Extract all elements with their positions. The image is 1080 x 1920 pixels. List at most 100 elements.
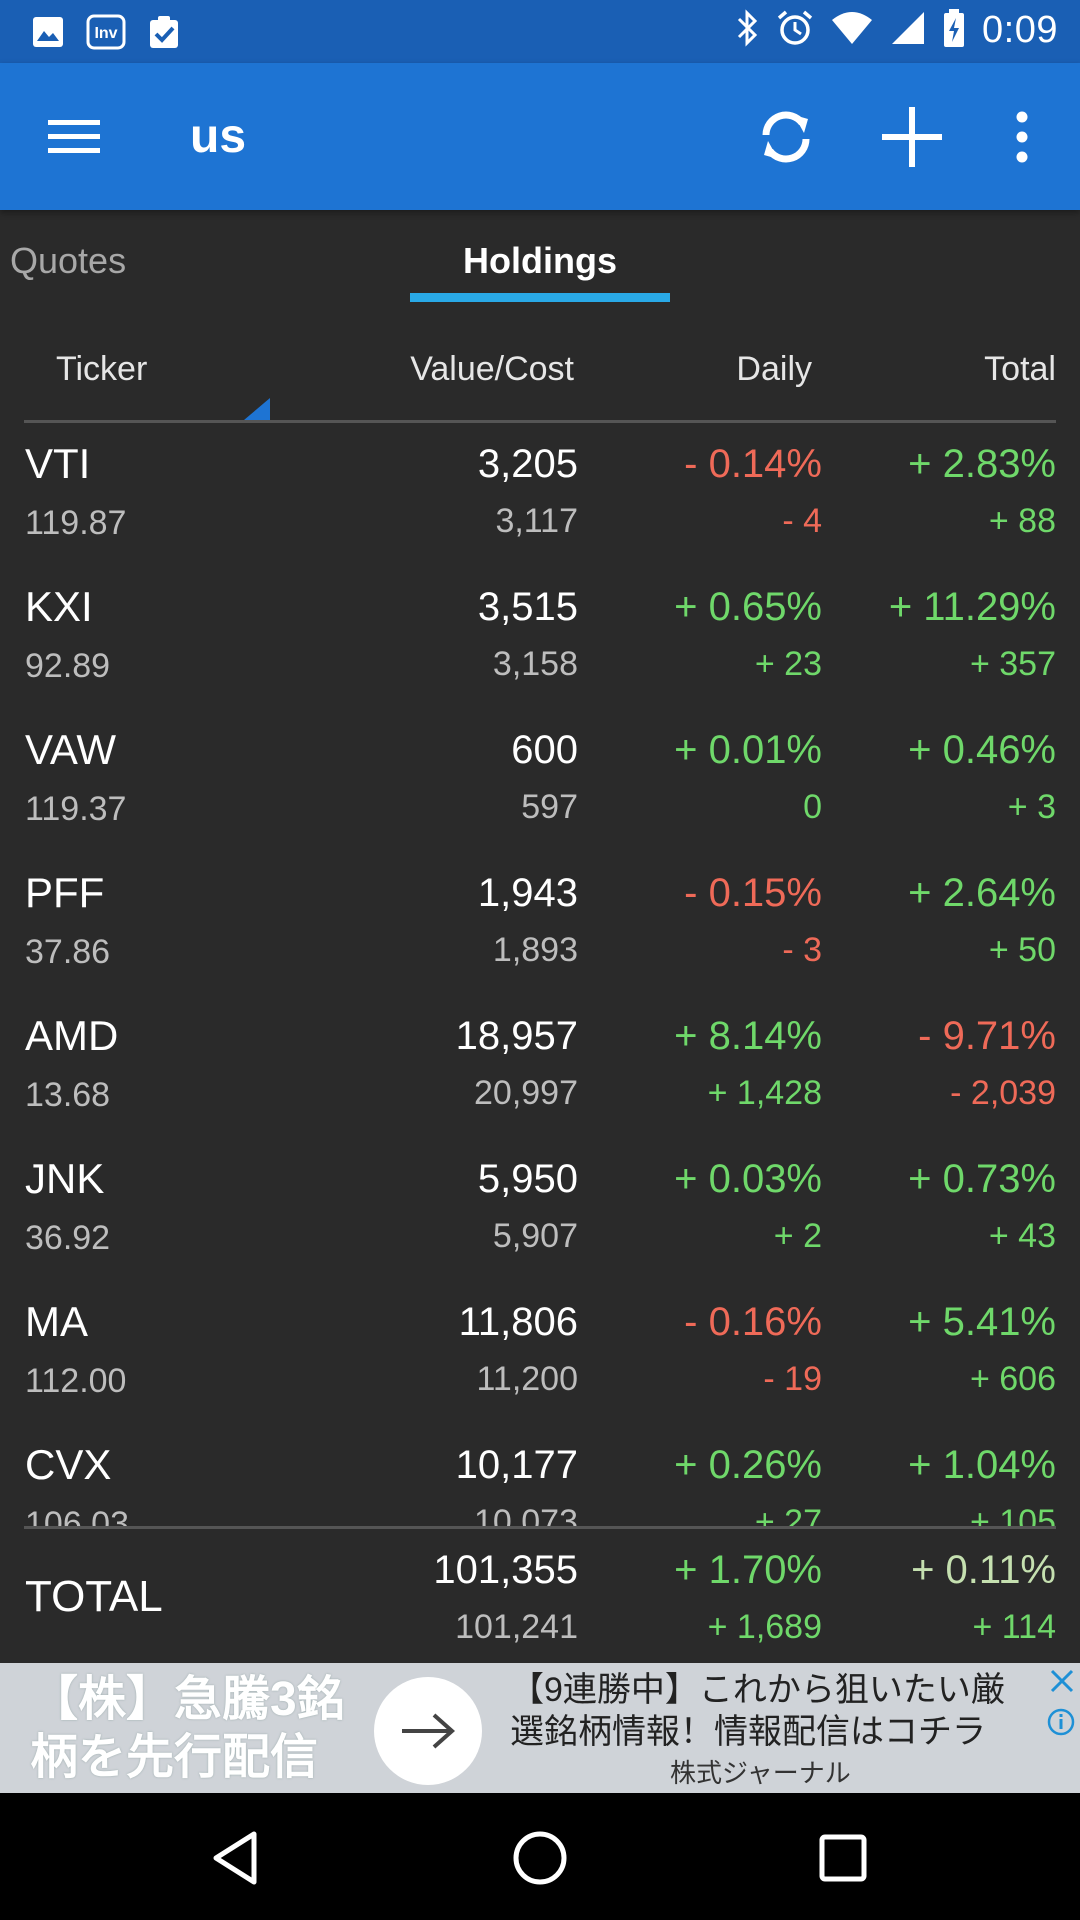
holding-ticker: VAW — [25, 726, 116, 773]
holding-row[interactable]: PFF 37.86 1,943 1,893 - 0.15% - 3 + 2.64% + 50 — [0, 853, 1080, 996]
holding-ticker: AMD — [25, 1012, 119, 1059]
signal-icon — [890, 10, 926, 51]
holding-total-change: + 3 — [1007, 788, 1056, 826]
total-divider — [24, 1526, 1056, 1529]
holding-value: 10,177 — [455, 1443, 578, 1487]
holding-row[interactable]: MA 112.00 11,806 11,200 - 0.16% - 19 + 5.41% + … — [0, 1282, 1080, 1425]
ad-headline-line1: 【株】急騰3銘 — [30, 1673, 345, 1726]
clipboard-check-icon — [144, 12, 184, 52]
holding-cost: 10,073 — [474, 1503, 578, 1526]
holding-price: 13.68 — [25, 1076, 111, 1114]
holding-value: 3,205 — [477, 442, 578, 486]
holding-total-percent: + 11.29% — [888, 585, 1056, 629]
home-button[interactable] — [505, 1823, 575, 1893]
holding-daily-change: + 23 — [754, 645, 822, 683]
investing-icon: Inv — [86, 12, 126, 52]
ad-body-line2: 選銘柄情報！情報配信はコチラ — [510, 1713, 986, 1751]
holding-daily-change: + 1,428 — [707, 1074, 822, 1112]
add-icon — [882, 107, 942, 167]
holding-daily-change: - 4 — [782, 502, 822, 540]
holding-total-percent: - 9.71% — [918, 1014, 1056, 1058]
holding-daily-percent: - 0.16% — [684, 1300, 822, 1344]
refresh-button[interactable] — [748, 99, 824, 175]
holding-price: 112.00 — [25, 1362, 127, 1400]
holding-row[interactable]: KXI 92.89 3,515 3,158 + 0.65% + 23 + 11.29% + 3… — [0, 567, 1080, 710]
holding-daily-percent: + 0.01% — [674, 728, 822, 772]
holding-value: 3,515 — [477, 585, 578, 629]
holding-value: 18,957 — [455, 1014, 578, 1058]
total-value: 101,355 — [433, 1548, 578, 1592]
hamburger-menu-icon — [48, 120, 100, 153]
holding-ticker: CVX — [25, 1441, 112, 1488]
holding-total-change: + 43 — [988, 1217, 1056, 1255]
holdings-list[interactable]: VTI 119.87 3,205 3,117 - 0.14% - 4 + 2.83% + 88… — [0, 424, 1080, 1526]
add-button[interactable] — [874, 99, 950, 175]
image-icon — [28, 12, 68, 52]
ad-body[interactable]: 【9連勝中】これから狙いたい厳 選銘柄情報！情報配信はコチラ — [510, 1669, 1030, 1753]
holding-row[interactable]: CVX 106.03 10,177 10,073 + 0.26% + 27 + 1.04% +… — [0, 1425, 1080, 1526]
holding-total-percent: + 0.73% — [908, 1157, 1056, 1201]
holding-price: 37.86 — [25, 933, 111, 971]
home-icon — [513, 1831, 567, 1885]
holding-daily-percent: + 0.03% — [674, 1157, 822, 1201]
holding-cost: 3,158 — [492, 645, 578, 683]
tab-holdings[interactable]: Holdings — [463, 240, 617, 281]
header-divider — [24, 420, 1056, 423]
ad-info-icon[interactable] — [1046, 1707, 1076, 1737]
more-vert-icon — [1016, 111, 1028, 163]
battery-charging-icon — [942, 8, 966, 53]
holding-daily-change: - 3 — [782, 931, 822, 969]
wifi-icon — [830, 10, 874, 51]
holding-row[interactable]: AMD 13.68 18,957 20,997 + 8.14% + 1,428 - 9.71… — [0, 996, 1080, 1139]
app-bar: us — [0, 63, 1080, 210]
total-row: TOTAL 101,355 101,241 + 1.70% + 1,689 + … — [0, 1530, 1080, 1660]
holding-total-percent: + 5.41% — [908, 1300, 1056, 1344]
total-total-percent: + 0.11% — [911, 1548, 1056, 1592]
holding-row[interactable]: VTI 119.87 3,205 3,117 - 0.14% - 4 + 2.83% + 88 — [0, 424, 1080, 567]
ad-headline[interactable]: 【株】急騰3銘 柄を先行配信 — [30, 1671, 345, 1787]
holding-ticker: JNK — [25, 1155, 105, 1202]
ad-banner[interactable]: 【株】急騰3銘 柄を先行配信 【9連勝中】これから狙いたい厳 選銘柄情報！情報配… — [0, 1663, 1080, 1793]
ad-headline-line2: 柄を先行配信 — [30, 1731, 319, 1784]
total-label: TOTAL — [25, 1572, 163, 1621]
ad-arrow-button[interactable] — [374, 1677, 482, 1785]
ad-body-line1: 【9連勝中】これから狙いたい厳 — [510, 1671, 1005, 1709]
system-nav-bar — [0, 1793, 1080, 1920]
overflow-menu-button[interactable] — [984, 99, 1060, 175]
recents-button[interactable] — [808, 1823, 878, 1893]
holding-row[interactable]: JNK 36.92 5,950 5,907 + 0.03% + 2 + 0.73% + 43 — [0, 1139, 1080, 1282]
status-bar: Inv 0:09 — [0, 0, 1080, 63]
holding-price: 119.87 — [25, 504, 127, 542]
holding-total-percent: + 0.46% — [908, 728, 1056, 772]
holding-total-change: + 606 — [969, 1360, 1056, 1398]
tab-quotes[interactable]: Quotes — [10, 240, 127, 281]
holding-total-change: + 88 — [988, 502, 1056, 540]
ad-source: 株式ジャーナル — [670, 1758, 851, 1788]
clock-time: 0:09 — [982, 9, 1058, 51]
total-total-change: + 114 — [972, 1608, 1056, 1646]
column-header-daily[interactable]: Daily — [736, 350, 812, 388]
holding-total-change: + 105 — [969, 1503, 1056, 1526]
holding-total-change: - 2,039 — [950, 1074, 1056, 1112]
holding-ticker: MA — [25, 1298, 88, 1345]
menu-button[interactable] — [40, 103, 108, 171]
active-tab-indicator — [410, 293, 670, 302]
holding-daily-percent: - 0.15% — [684, 871, 822, 915]
column-header-total[interactable]: Total — [984, 350, 1056, 388]
holding-daily-percent: + 0.26% — [674, 1443, 822, 1487]
portfolio-title[interactable]: us — [190, 110, 247, 163]
svg-text:Inv: Inv — [94, 25, 117, 42]
column-header-ticker[interactable]: Ticker — [56, 350, 148, 388]
holding-row[interactable]: VAW 119.37 600 597 + 0.01% 0 + 0.46% + 3 — [0, 710, 1080, 853]
ad-close-icon[interactable] — [1048, 1667, 1076, 1695]
back-button[interactable] — [200, 1823, 270, 1893]
holding-value: 1,943 — [477, 871, 578, 915]
holding-price: 92.89 — [25, 647, 111, 685]
recents-icon — [819, 1834, 867, 1882]
holding-value: 600 — [511, 728, 578, 772]
holding-daily-change: 0 — [803, 788, 822, 826]
holding-daily-percent: + 8.14% — [674, 1014, 822, 1058]
column-header-value-cost[interactable]: Value/Cost — [410, 350, 574, 388]
holding-cost: 597 — [521, 788, 578, 826]
holding-daily-percent: - 0.14% — [684, 442, 822, 486]
